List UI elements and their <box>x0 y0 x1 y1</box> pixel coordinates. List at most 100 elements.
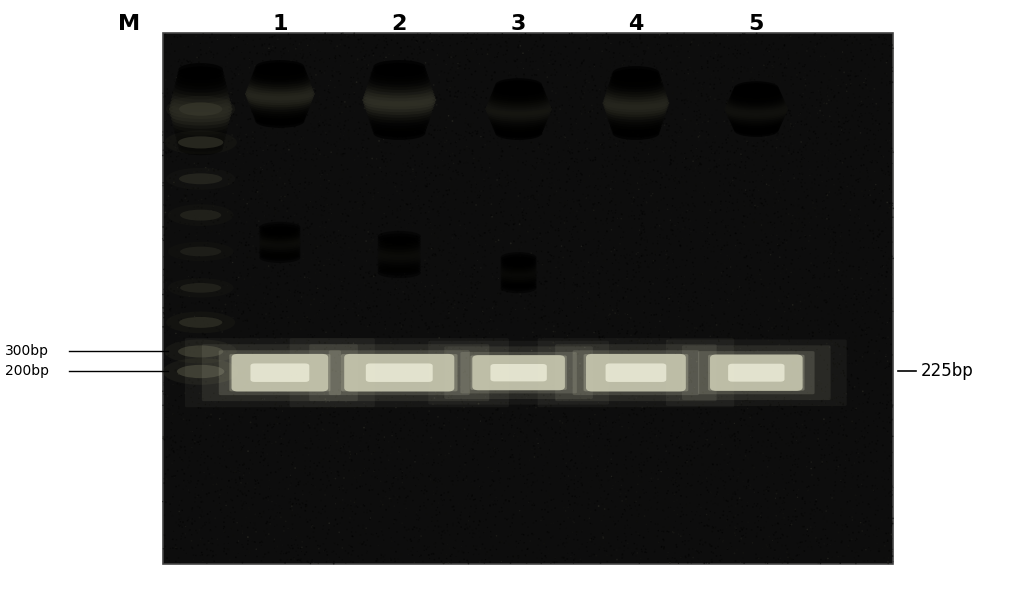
Point <box>377 89 393 99</box>
Point <box>679 219 696 229</box>
Point <box>353 64 369 74</box>
Point <box>536 302 553 311</box>
Point <box>545 296 562 305</box>
Ellipse shape <box>250 74 310 87</box>
Point <box>477 70 494 80</box>
Point <box>451 269 467 279</box>
Point <box>391 442 407 452</box>
Point <box>317 507 333 516</box>
Point <box>300 275 317 285</box>
Point <box>499 374 516 384</box>
Point <box>171 78 187 87</box>
Point <box>274 401 290 411</box>
Ellipse shape <box>246 85 314 98</box>
Point <box>184 519 201 529</box>
Point <box>466 225 483 235</box>
Point <box>665 275 681 284</box>
Point <box>792 410 809 420</box>
Point <box>289 287 306 296</box>
Point <box>597 256 613 266</box>
Point <box>533 536 549 545</box>
Point <box>339 516 355 526</box>
Point <box>355 53 371 62</box>
Point <box>616 155 633 164</box>
Point <box>487 67 503 76</box>
Point <box>400 421 417 430</box>
Point <box>571 511 588 521</box>
Point <box>394 482 411 492</box>
Point <box>164 441 180 450</box>
Point <box>295 230 312 240</box>
Point <box>858 258 875 267</box>
Point <box>473 339 490 348</box>
Point <box>182 258 199 267</box>
Point <box>268 316 284 326</box>
Point <box>556 202 572 211</box>
Point <box>487 103 503 113</box>
Point <box>832 368 849 378</box>
Point <box>540 91 557 101</box>
Point <box>485 303 501 313</box>
Point <box>593 238 609 248</box>
Point <box>851 99 867 108</box>
Point <box>291 187 308 196</box>
Point <box>667 173 683 183</box>
Point <box>729 341 745 350</box>
Point <box>813 450 829 459</box>
Point <box>591 283 607 293</box>
Point <box>671 132 687 141</box>
Point <box>315 524 331 534</box>
Point <box>844 181 860 191</box>
Point <box>330 421 347 431</box>
Point <box>818 189 835 199</box>
Point <box>196 356 212 365</box>
Point <box>193 276 210 286</box>
Point <box>524 43 540 53</box>
Point <box>247 510 263 519</box>
Point <box>552 211 568 221</box>
Point <box>645 165 662 175</box>
Point <box>770 365 786 375</box>
Point <box>378 380 394 390</box>
Point <box>670 452 686 462</box>
Point <box>287 130 304 139</box>
Point <box>375 530 391 540</box>
Point <box>741 430 757 440</box>
Ellipse shape <box>734 81 779 95</box>
Point <box>577 192 594 202</box>
Point <box>406 413 423 423</box>
Point <box>336 239 353 248</box>
Point <box>407 78 424 88</box>
Point <box>213 504 229 513</box>
Point <box>751 184 768 194</box>
Point <box>594 389 610 399</box>
Point <box>737 290 753 300</box>
Point <box>229 431 246 441</box>
Point <box>603 427 619 436</box>
Point <box>364 361 381 371</box>
Point <box>314 402 330 412</box>
Point <box>267 332 283 342</box>
Point <box>283 169 299 179</box>
Point <box>687 328 704 338</box>
Point <box>874 165 890 175</box>
Point <box>816 224 832 233</box>
Point <box>721 254 738 264</box>
Point <box>467 84 484 93</box>
Point <box>279 379 295 388</box>
Point <box>275 179 291 188</box>
Point <box>482 415 498 424</box>
Point <box>695 38 711 48</box>
Point <box>470 277 487 287</box>
Point <box>233 442 249 451</box>
Point <box>793 538 810 547</box>
Point <box>459 471 475 481</box>
Point <box>420 149 436 159</box>
Point <box>320 81 336 90</box>
Point <box>732 354 748 364</box>
Point <box>580 268 597 278</box>
Point <box>346 261 362 271</box>
Point <box>820 464 837 474</box>
Point <box>844 316 860 325</box>
Point <box>196 176 212 185</box>
